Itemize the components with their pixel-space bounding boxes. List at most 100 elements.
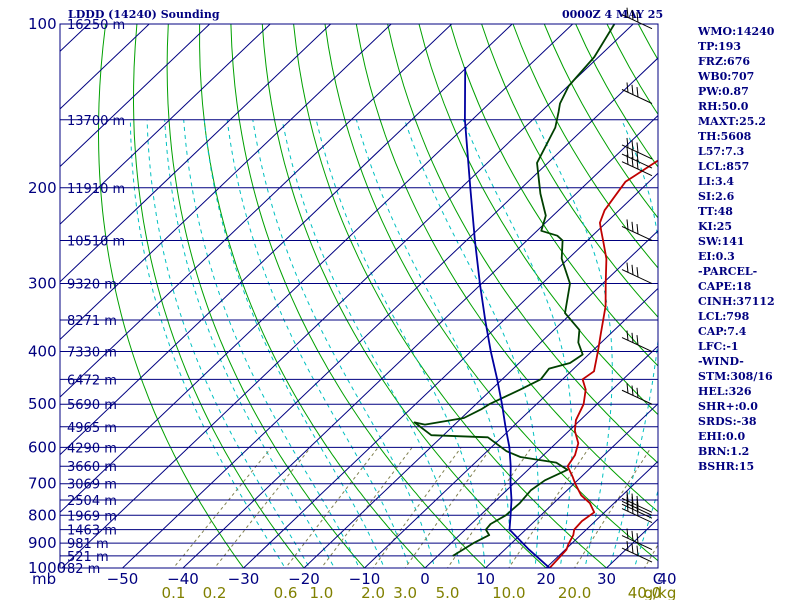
index-item: SRDS:-38 [698,415,757,428]
mixing-ratio-tick-label: 2.0 [361,584,385,600]
height-label: 82 m [67,562,100,577]
moist-adiabat [609,119,658,568]
pressure-tick-label: 1000 [28,559,66,577]
dewpoint-trace [413,24,616,557]
height-label: 8271 m [67,314,117,329]
index-item: LI:3.4 [698,175,735,188]
index-item: LCL:857 [698,160,750,173]
isotherm [545,460,658,568]
mixing-ratio-line [213,446,312,568]
dry-adiabat [261,24,547,568]
temperature-tick-label: 20 [536,570,555,588]
pressure-tick-label: 500 [28,395,57,413]
mixing-ratio-line [643,543,658,568]
index-item: FRZ:676 [698,55,751,68]
moist-adiabat [281,119,461,568]
isotherm [60,24,392,341]
mixing-ratio-tick-label: 1.0 [309,584,333,600]
isotherm [242,172,658,568]
index-item: RH:50.0 [698,100,749,113]
index-item: BRN:1.2 [698,445,750,458]
mixing-ratio-tick-label: 0.6 [274,584,298,600]
index-item: TT:48 [698,205,733,218]
moist-adiabat [203,119,385,568]
mixing-ratio-line [372,447,462,568]
index-item: CINH:37112 [698,295,775,308]
isotherm [60,24,332,283]
mixing-ratio-unit-label: g/kg [644,584,677,600]
moist-adiabat [183,119,360,568]
index-item: EHI:0.0 [698,430,746,443]
mixing-ratio-tick-label: 0.1 [162,584,186,600]
mixing-ratio-line [508,447,590,568]
wind-barb-icon [621,154,653,177]
isotherm [60,24,150,110]
index-item: LCL:798 [698,310,750,323]
index-item: -PARCEL- [698,265,758,278]
pressure-tick-label: 800 [28,506,57,524]
chart-title: LDDD (14240) Sounding [68,8,220,21]
dry-adiabat [132,24,305,568]
pressure-tick-label: 400 [28,343,57,361]
mixing-ratio-tick-label: 0.2 [203,584,227,600]
height-label: 4965 m [67,421,117,436]
pressure-tick-label: 900 [28,534,57,552]
index-item: SI:2.6 [698,190,735,203]
isotherm [424,345,658,568]
height-label: 9320 m [67,278,117,293]
index-item: CAPE:18 [698,280,752,293]
dry-adiabat [199,24,426,568]
height-label: 4290 m [67,441,117,456]
height-label: 5690 m [67,398,117,413]
index-item: BSHR:15 [698,460,755,473]
dry-adiabat [449,24,658,367]
wind-barb-icon [621,540,653,563]
isotherm [61,24,634,568]
mixing-ratio-tick-label: 5.0 [436,584,460,600]
wind-barb-icon [621,528,653,551]
height-label: 7330 m [67,346,117,361]
dry-adiabat [481,24,658,318]
index-item: WB0:707 [698,70,755,83]
temperature-tick-label: −40 [167,570,199,588]
stability-indices-panel: WMO:14240 TP:193 FRZ:676 WB0:707 PW:0.87 RH:5… [698,24,775,474]
height-label: 521 m [67,550,109,565]
pressure-unit-label: mb [32,570,56,588]
height-label: 16250 m [67,18,125,33]
wind-barb-icon [621,7,653,30]
height-label: 3660 m [67,460,117,475]
height-label: 981 m [67,537,109,552]
mixing-ratio-line [404,447,492,568]
isotherm [0,12,41,580]
wind-barb-icon [621,219,653,241]
index-item: CAP:7.4 [698,325,747,338]
index-item: SHR+:0.0 [698,400,758,413]
mixing-ratio-tick-label: 40.0 [628,584,661,600]
wind-barb-icon [621,383,653,405]
mixing-ratio-tick-label: 3.0 [393,584,417,600]
mixing-ratio-line [320,447,413,568]
isotherm [60,24,513,456]
isotherm [484,403,658,568]
wind-barb-icon [621,262,653,285]
temperature-tick-label: 30 [597,570,616,588]
pressure-tick-label: 700 [28,475,57,493]
wind-barb-icon [621,82,653,104]
plot-frame [59,23,659,569]
index-item: LFC:-1 [698,340,739,353]
plot-area [0,12,658,580]
index-item: HEL:326 [698,385,752,398]
pressure-tick-label: 600 [28,438,57,456]
temperature-tick-label: 10 [476,570,495,588]
height-label: 1969 m [67,509,117,524]
pressure-tick-label: 300 [28,275,57,293]
mixing-ratio-tick-label: 10.0 [492,584,525,600]
dry-adiabat [387,24,658,464]
index-item: KI:25 [698,220,733,233]
dry-adiabat [355,24,658,513]
isotherm [303,230,658,568]
mixing-ratio-line [172,446,272,568]
isotherm [182,114,658,568]
pressure-tick-label: 200 [28,179,57,197]
